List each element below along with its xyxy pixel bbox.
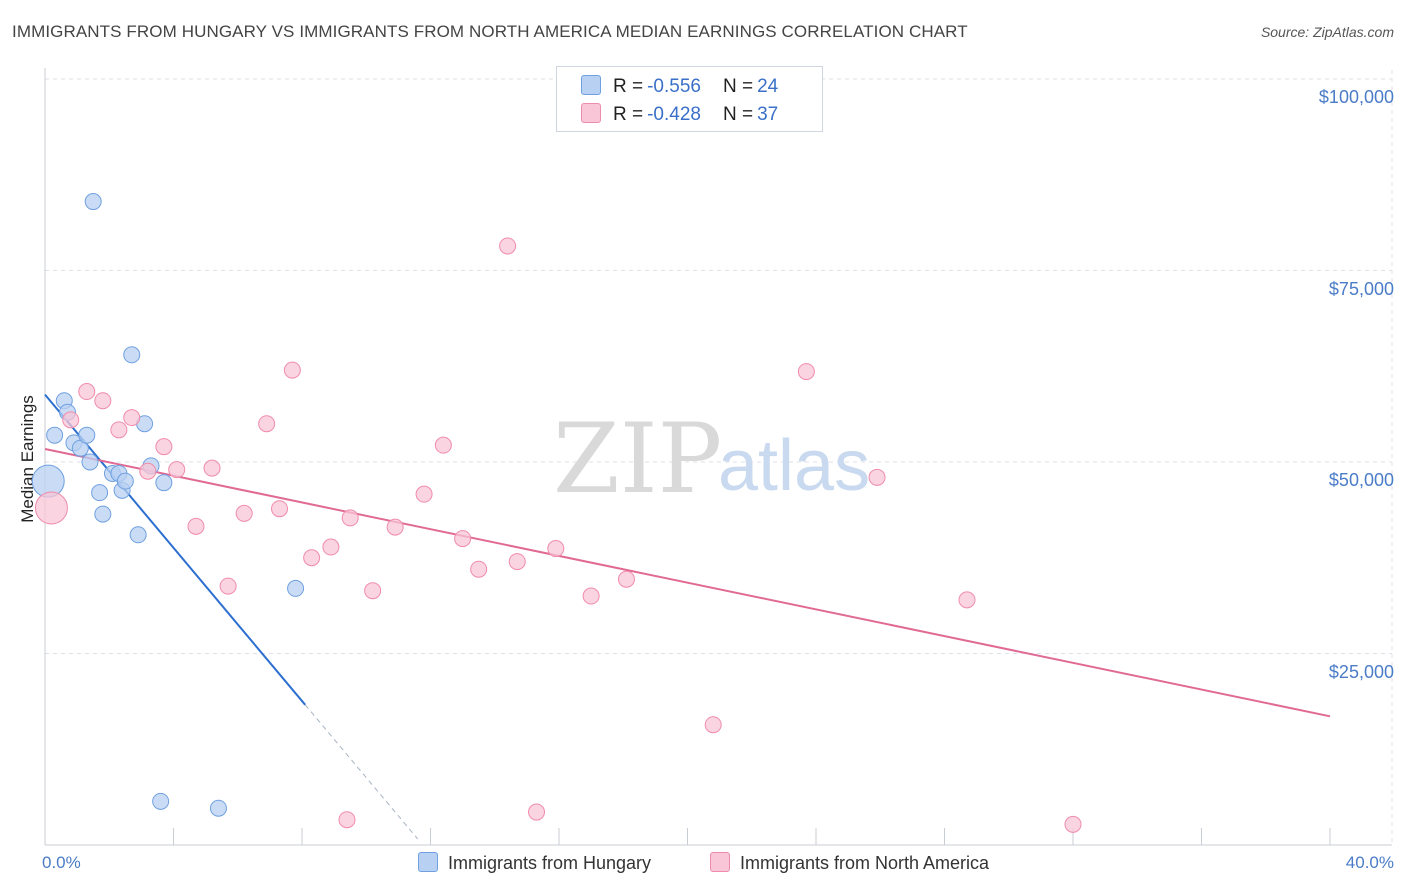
legend-r-value-hungary: -0.556: [647, 76, 701, 97]
point-north-america: [508, 553, 526, 571]
point-hungary: [155, 474, 173, 492]
point-north-america: [547, 540, 565, 558]
point-hungary: [78, 426, 96, 444]
point-north-america: [258, 415, 276, 433]
x-tick-label: 40.0%: [1345, 853, 1394, 872]
point-north-america: [617, 570, 635, 588]
legend-swatch-north-america: [581, 103, 601, 123]
point-north-america: [219, 577, 237, 595]
trend-extension-0: [304, 704, 419, 840]
y-tick-label: $75,000: [1328, 278, 1394, 299]
point-hungary: [91, 484, 109, 502]
point-north-america: [203, 459, 221, 477]
legend-r-label: R =: [613, 104, 644, 125]
chart-title: IMMIGRANTS FROM HUNGARY VS IMMIGRANTS FR…: [12, 22, 968, 41]
point-north-america: [958, 591, 976, 609]
point-north-america: [155, 438, 173, 456]
legend-row-north-america: R = -0.428 N = 37: [581, 103, 778, 126]
point-north-america: [528, 803, 546, 821]
point-north-america: [704, 716, 722, 734]
bottom-legend-label-hungary: Immigrants from Hungary: [448, 853, 652, 873]
legend-n-label: N =: [722, 76, 754, 97]
point-north-america: [582, 587, 600, 605]
x-tick-label: 0.0%: [42, 853, 81, 872]
point-north-america: [499, 237, 517, 255]
bottom-legend-hungary: Immigrants from Hungary: [418, 852, 651, 874]
point-hungary: [46, 426, 64, 444]
point-hungary: [129, 526, 147, 544]
legend-n-value-hungary: 24: [757, 76, 779, 97]
y-tick-label: $25,000: [1328, 661, 1394, 682]
legend-row-hungary: R = -0.556 N = 24: [581, 75, 778, 98]
point-north-america: [34, 491, 68, 525]
point-hungary: [287, 579, 305, 597]
bottom-legend-north-america: Immigrants from North America: [710, 852, 989, 874]
legend-swatch-hungary: [581, 75, 601, 95]
point-north-america: [168, 461, 186, 479]
point-north-america: [123, 409, 141, 427]
point-north-america: [386, 518, 404, 536]
legend-r-label: R =: [613, 76, 644, 97]
legend-n-label: N =: [722, 104, 754, 125]
point-north-america: [78, 383, 96, 401]
point-north-america: [94, 392, 112, 410]
point-north-america: [415, 485, 433, 503]
point-north-america: [1064, 815, 1082, 833]
y-tick-label: $100,000: [1318, 87, 1394, 107]
point-north-america: [139, 462, 157, 480]
stats-legend: R = -0.556 N = 24 R = -0.428 N = 37: [556, 66, 823, 132]
data-points: [31, 193, 1082, 833]
point-north-america: [187, 517, 205, 535]
point-north-america: [868, 468, 886, 486]
bottom-legend-label-north-america: Immigrants from North America: [740, 853, 990, 873]
point-hungary: [123, 346, 141, 364]
chart-source: Source: ZipAtlas.com: [1260, 24, 1394, 40]
point-north-america: [364, 582, 382, 600]
point-north-america: [303, 549, 321, 567]
legend-n-value-north-america: 37: [757, 104, 779, 125]
point-hungary: [81, 453, 99, 471]
legend-r-value-north-america: -0.428: [647, 104, 701, 125]
point-hungary: [152, 792, 170, 810]
point-hungary: [84, 193, 102, 211]
point-hungary: [209, 799, 227, 817]
point-north-america: [797, 363, 815, 381]
point-north-america: [338, 811, 356, 829]
bottom-legend-swatch-north-america: [710, 852, 730, 872]
point-north-america: [110, 421, 128, 439]
watermark-atlas: atlas: [718, 426, 870, 506]
point-north-america: [470, 560, 488, 578]
watermark-zip: ZIP: [553, 403, 722, 515]
point-north-america: [271, 500, 289, 518]
point-north-america: [434, 436, 452, 454]
point-north-america: [322, 538, 340, 556]
point-north-america: [283, 361, 301, 379]
bottom-legend-swatch-hungary: [418, 852, 438, 872]
trend-line-1: [44, 447, 1331, 718]
point-hungary: [116, 472, 134, 490]
axes: [44, 68, 1392, 846]
point-north-america: [341, 509, 359, 527]
point-hungary: [94, 505, 112, 523]
y-tick-label: $50,000: [1328, 470, 1394, 490]
point-north-america: [62, 411, 80, 429]
point-north-america: [235, 504, 253, 522]
point-north-america: [454, 530, 472, 548]
